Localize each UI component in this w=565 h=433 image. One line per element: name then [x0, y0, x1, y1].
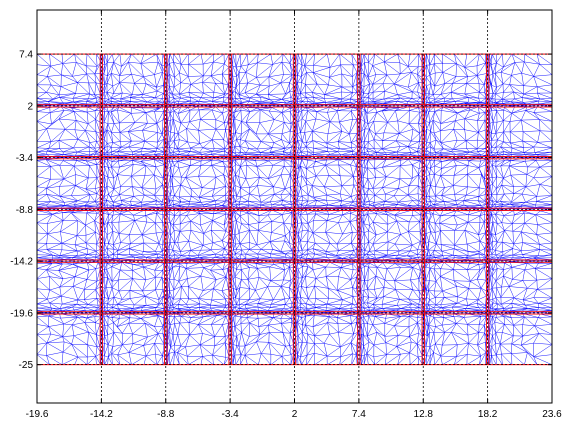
x-tick-label: -14.2	[90, 409, 113, 420]
x-tick-label: -19.6	[26, 409, 49, 420]
x-tick-label: 23.6	[542, 409, 562, 420]
x-tick-label: 2	[292, 409, 298, 420]
x-tick-label: 7.4	[352, 409, 366, 420]
y-tick-label: -8.8	[16, 205, 34, 216]
x-tick-label: 18.2	[478, 409, 498, 420]
x-tick-label: 12.8	[414, 409, 434, 420]
y-tick-label: -14.2	[10, 257, 33, 268]
x-tick-label: -8.8	[157, 409, 175, 420]
y-tick-label: -25	[19, 360, 34, 371]
y-tick-label: 7.4	[19, 50, 33, 61]
y-tick-label: -3.4	[16, 153, 34, 164]
y-tick-label: 2	[27, 101, 33, 112]
x-tick-label: -3.4	[222, 409, 240, 420]
y-tick-label: -19.6	[10, 308, 33, 319]
tick-layer: -19.6 -14.2 -8.8 -3.4 2 7.4 12.8 18.2 23.6 7.4 2 -3…	[10, 10, 562, 420]
